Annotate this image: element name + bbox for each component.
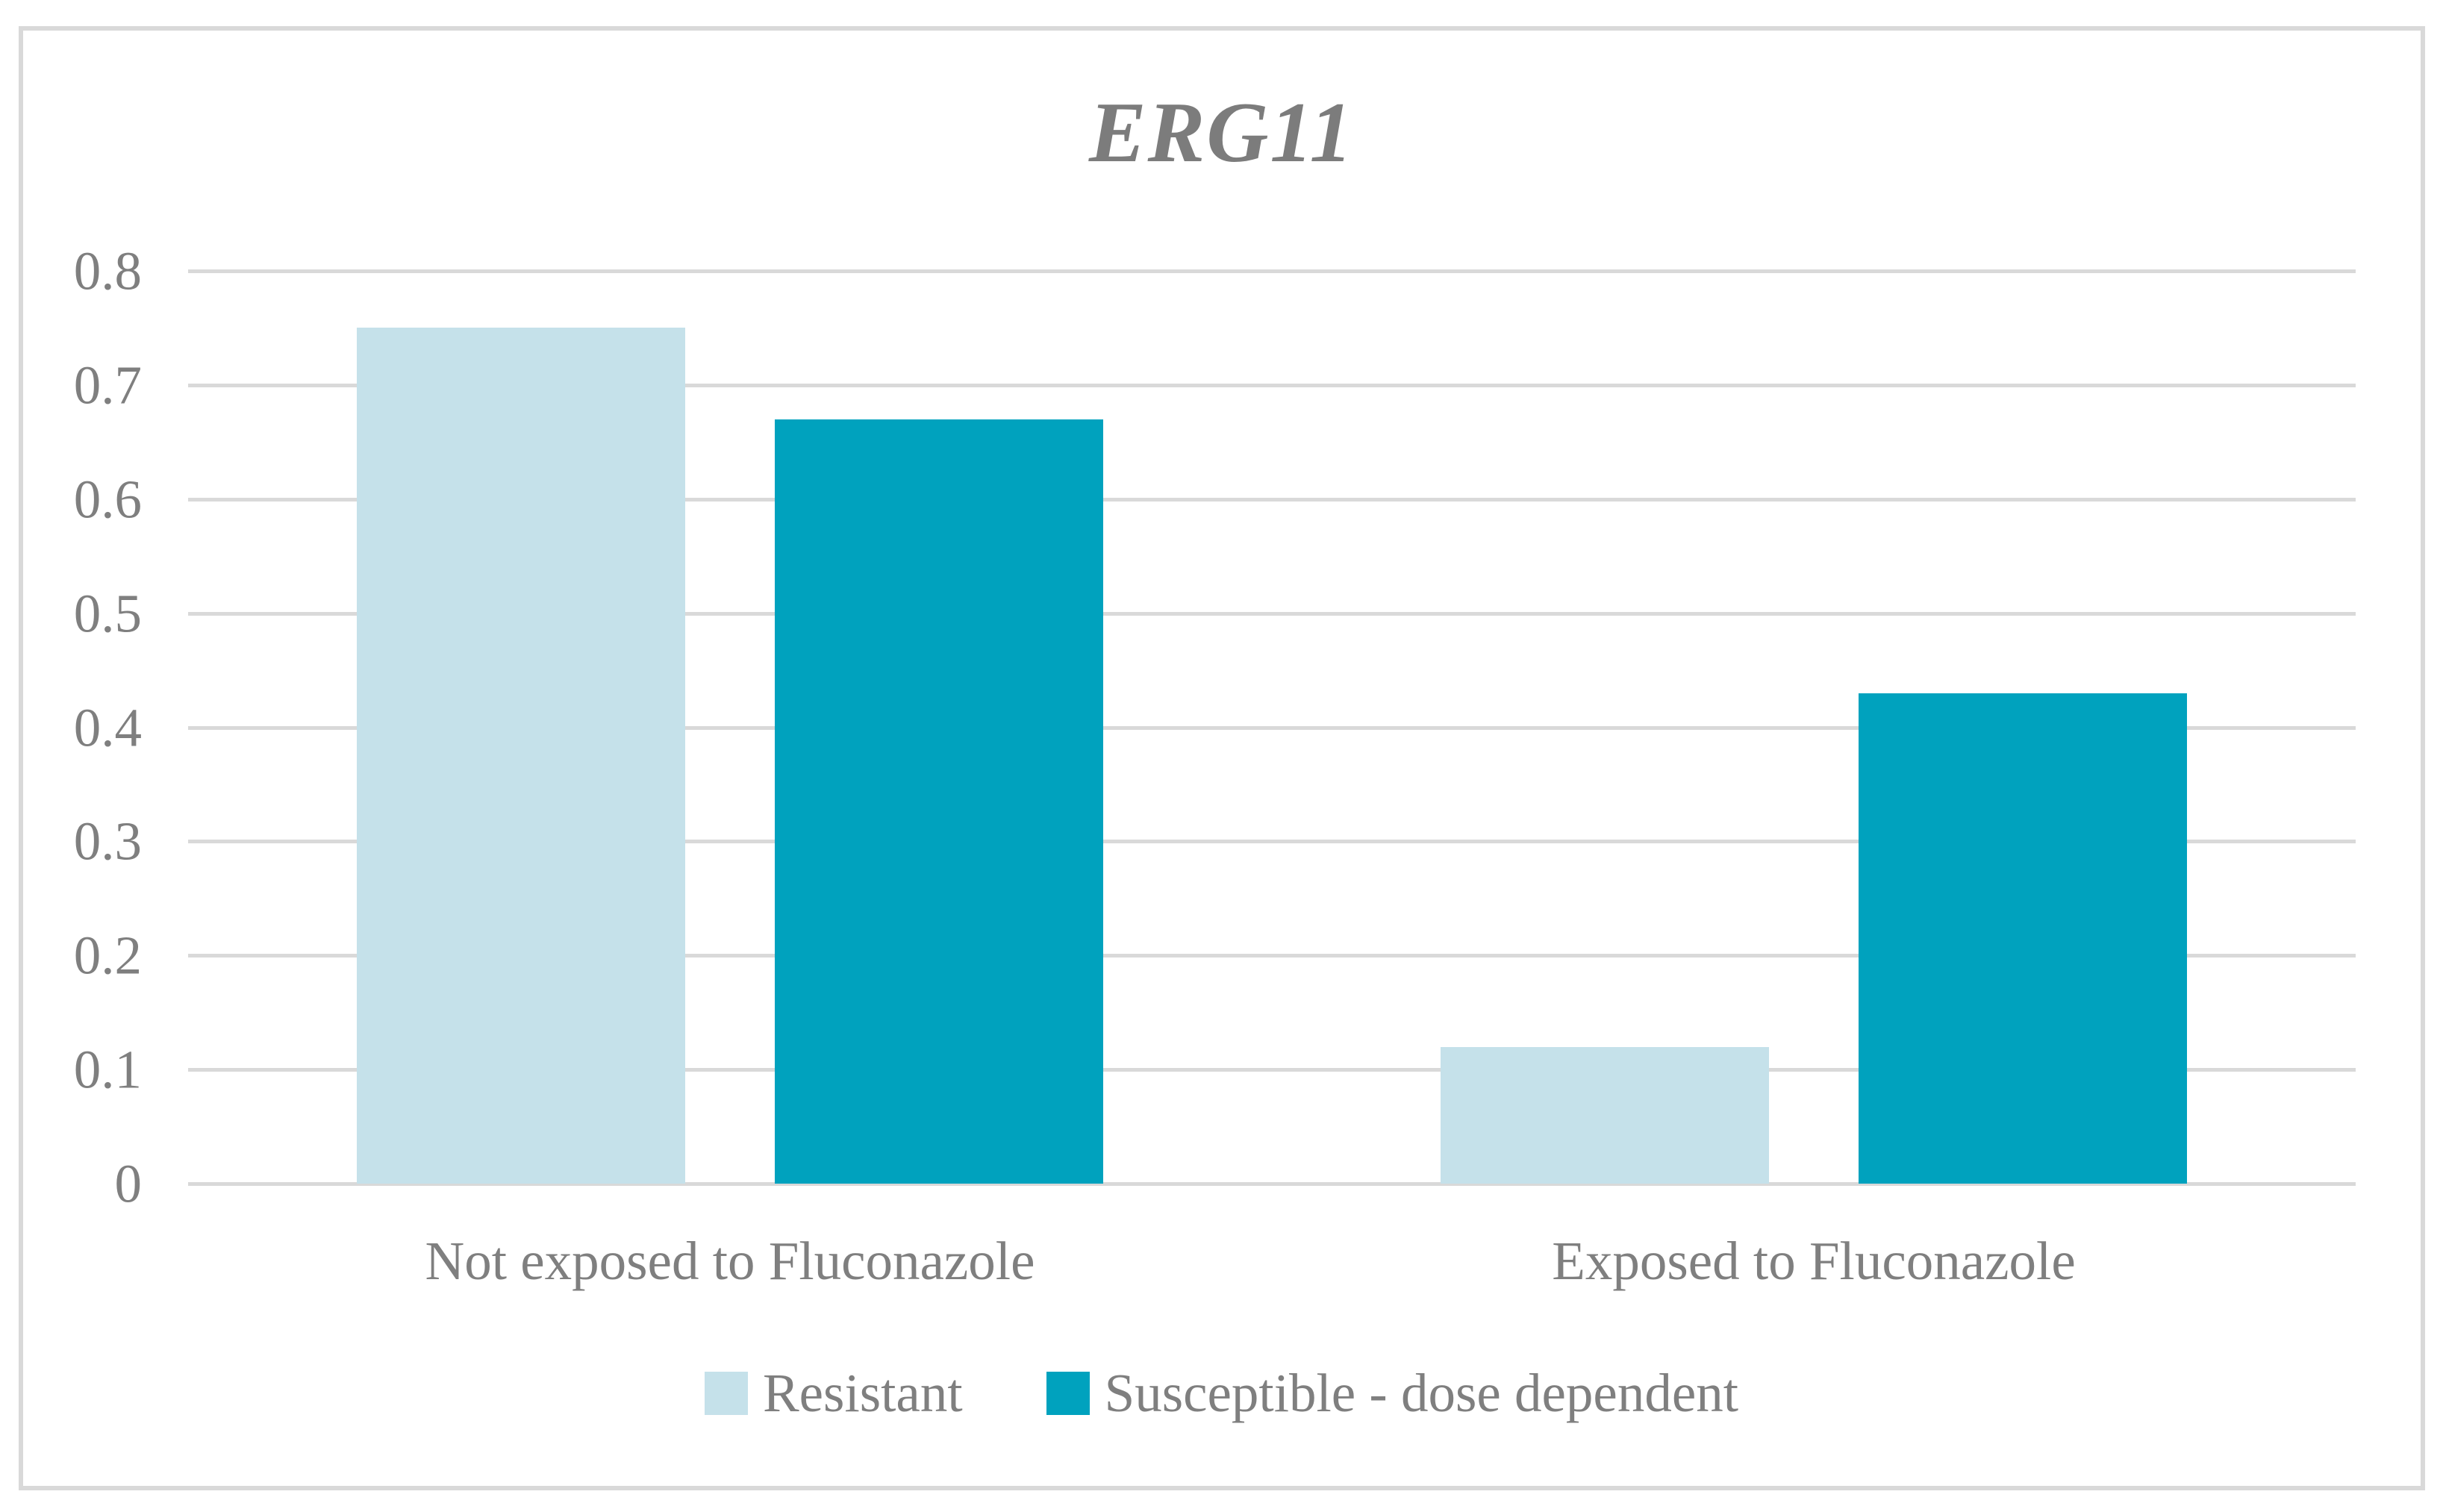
legend-swatch-susceptible-dose-dependent [1046,1371,1090,1415]
y-tick-label-0.3: 0.3 [73,810,142,872]
y-gridline-0.8 [188,269,2356,273]
legend-item-susceptible-dose-dependent: Susceptible - dose dependent [1046,1366,1738,1420]
y-tick-label-0: 0 [114,1153,143,1214]
plot-area [188,269,2356,1186]
bar-resistant-exposed-to-fluconazole [1441,1046,1769,1184]
bar-resistant-not-exposed-to-fluconazole [357,328,685,1184]
bar-susceptible-dose-dependent-not-exposed-to-fluconazole [775,419,1103,1184]
y-tick-label-0.5: 0.5 [73,583,142,644]
legend-label-susceptible-dose-dependent: Susceptible - dose dependent [1104,1363,1739,1423]
y-gridline-0.5 [188,611,2356,616]
y-tick-label-0.4: 0.4 [73,697,142,757]
legend-item-resistant: Resistant [704,1363,963,1423]
y-tick-label-0.6: 0.6 [73,469,142,530]
chart-title: ERG11 [1088,85,1355,180]
category-label-exposed-to-fluconazole: Exposed to Fluconazole [1552,1231,2076,1291]
y-gridline-0.2 [188,954,2356,958]
y-tick-label-0.1: 0.1 [73,1039,142,1100]
bar-susceptible-dose-dependent-exposed-to-fluconazole [1859,693,2187,1184]
y-gridline-0.3 [188,840,2356,844]
category-label-not-exposed-to-fluconazole: Not exposed to Fluconazole [425,1231,1035,1291]
y-gridline-0.6 [188,497,2356,502]
legend-label-resistant: Resistant [762,1363,963,1423]
y-tick-label-0.2: 0.2 [73,925,142,986]
y-gridline-0.4 [188,725,2356,730]
y-tick-label-0.8: 0.8 [73,240,142,302]
y-gridline-0.1 [188,1068,2356,1072]
legend: Resistant Susceptible - dose dependent [0,1366,2443,1420]
y-gridline-0 [188,1182,2356,1186]
legend-swatch-resistant [704,1371,748,1415]
y-gridline-0.7 [188,383,2356,387]
y-tick-label-0.7: 0.7 [73,354,142,416]
